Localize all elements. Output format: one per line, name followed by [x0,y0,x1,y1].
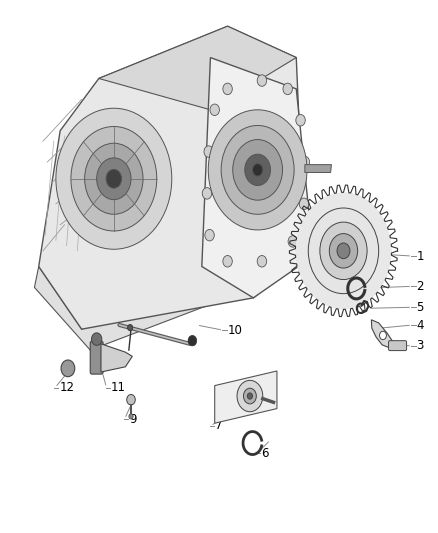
Circle shape [237,381,263,411]
Text: 1: 1 [417,249,424,263]
Text: 3: 3 [417,340,424,352]
Circle shape [247,393,252,399]
Text: 11: 11 [111,381,126,394]
Circle shape [85,143,143,214]
Circle shape [127,325,133,331]
Circle shape [288,236,297,247]
Text: 10: 10 [228,324,243,337]
Circle shape [223,83,232,95]
Circle shape [283,83,293,95]
Circle shape [257,75,267,86]
Circle shape [106,169,122,188]
Polygon shape [101,344,132,372]
Circle shape [210,104,219,116]
Text: 6: 6 [261,447,268,460]
FancyBboxPatch shape [389,341,406,351]
Text: 8: 8 [245,397,252,410]
Circle shape [129,414,133,419]
Circle shape [205,229,214,241]
Text: 7: 7 [215,419,222,432]
Circle shape [92,333,102,345]
Circle shape [188,335,197,346]
Circle shape [308,208,379,294]
Polygon shape [99,26,296,110]
Circle shape [245,154,271,185]
Circle shape [337,243,350,259]
Polygon shape [371,320,393,348]
Polygon shape [39,26,305,329]
Polygon shape [35,266,228,350]
Circle shape [299,198,309,209]
Polygon shape [305,165,332,173]
Text: 9: 9 [129,413,136,425]
Circle shape [257,255,267,267]
Circle shape [295,192,392,309]
Circle shape [97,158,131,200]
Circle shape [223,255,232,267]
Circle shape [56,108,172,249]
Circle shape [244,388,256,404]
Circle shape [127,394,135,405]
Polygon shape [202,58,314,298]
Text: 5: 5 [417,301,424,314]
Circle shape [208,110,307,230]
Circle shape [71,126,157,231]
Polygon shape [215,371,277,423]
Circle shape [329,233,358,268]
Circle shape [202,188,212,199]
Circle shape [61,360,75,377]
Circle shape [204,146,213,157]
Circle shape [252,164,263,176]
Circle shape [233,140,283,200]
Text: 2: 2 [417,280,424,293]
Text: 4: 4 [417,319,424,332]
Text: 12: 12 [59,381,74,394]
Circle shape [300,156,310,168]
Circle shape [320,222,367,280]
FancyBboxPatch shape [90,341,103,374]
Circle shape [221,125,294,214]
Circle shape [380,332,386,340]
Circle shape [296,115,305,126]
